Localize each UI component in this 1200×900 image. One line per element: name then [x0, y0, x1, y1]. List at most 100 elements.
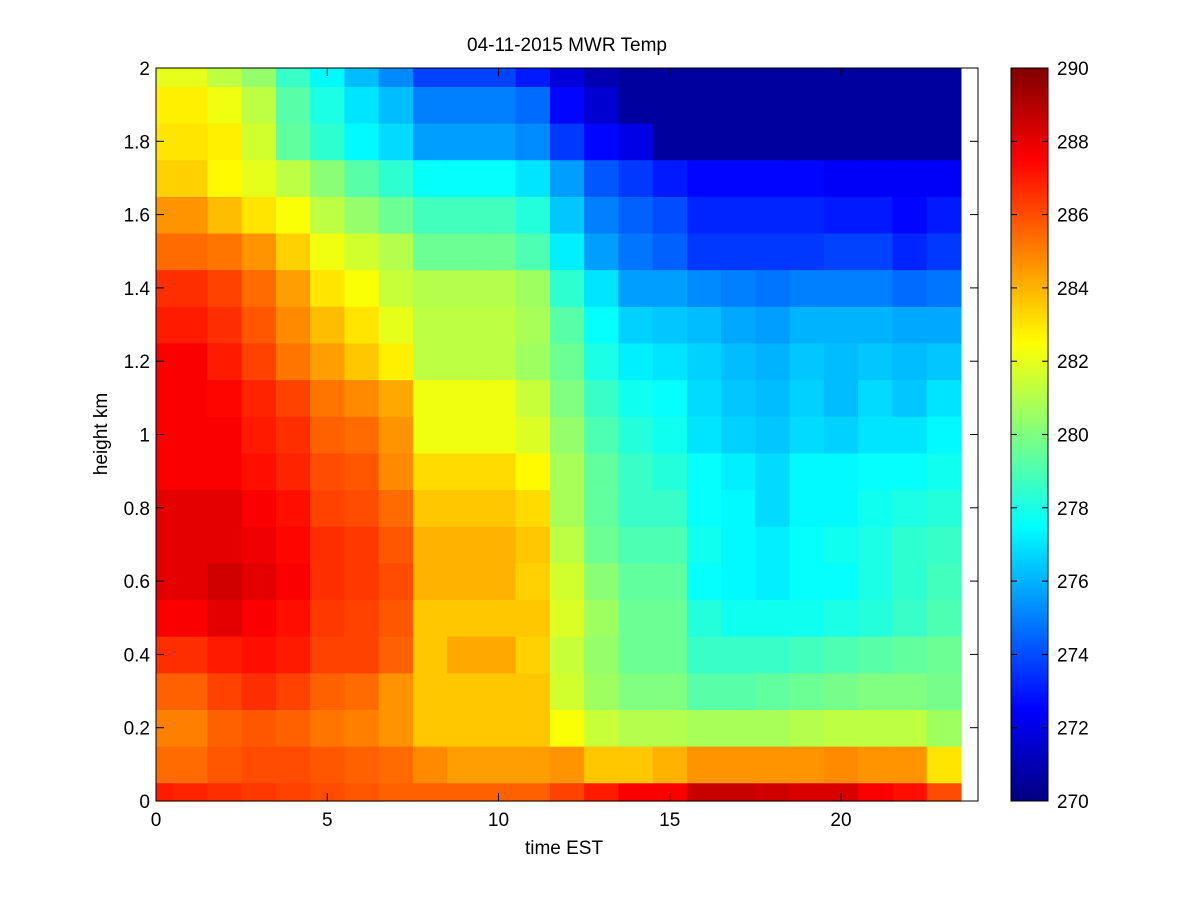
heatmap-cell [275, 636, 311, 674]
heatmap-cell [156, 122, 174, 161]
heatmap-cell [618, 672, 654, 710]
heatmap-cell [515, 379, 551, 417]
heatmap-cell [823, 526, 859, 564]
colorbar-tick-label: 278 [1057, 499, 1089, 520]
heatmap-cell [241, 342, 277, 381]
heatmap-cell [412, 416, 448, 454]
heatmap-cell [173, 672, 208, 710]
heatmap-cell [789, 269, 825, 307]
heatmap-cell [584, 232, 619, 271]
heatmap-cell [310, 782, 345, 802]
heatmap-cell [926, 122, 962, 161]
heatmap-cell [275, 489, 311, 527]
y-tick-label: 0.2 [124, 719, 150, 740]
heatmap-cell [686, 672, 722, 710]
heatmap-cell [858, 416, 893, 454]
heatmap-cell [686, 159, 722, 197]
heatmap-cell [515, 452, 551, 491]
heatmap-cell [241, 306, 277, 344]
heatmap-cell [156, 86, 174, 124]
heatmap-cell [378, 599, 414, 637]
heatmap-cell [926, 489, 962, 527]
heatmap-cell [686, 416, 722, 454]
heatmap-cell [173, 526, 208, 564]
heatmap-cell [823, 746, 859, 784]
heatmap-cell [344, 269, 380, 307]
heatmap-cell [618, 342, 654, 381]
heatmap-cell [789, 636, 825, 674]
heatmap-cell [789, 232, 825, 271]
heatmap-cell [515, 562, 551, 601]
heatmap-cell [241, 489, 277, 527]
heatmap-cell [378, 379, 414, 417]
heatmap-cell [652, 672, 688, 710]
heatmap-cell [686, 342, 722, 381]
heatmap-cell [481, 196, 517, 234]
heatmap-cell [823, 306, 859, 344]
heatmap-cell [241, 709, 277, 747]
heatmap-cell [241, 672, 277, 710]
heatmap-cell [207, 782, 243, 802]
heatmap-cell [892, 68, 928, 87]
heatmap-cell [618, 782, 654, 802]
heatmap-cell [823, 416, 859, 454]
heatmap-cell [344, 746, 380, 784]
heatmap-cell [173, 636, 208, 674]
heatmap-cell [686, 86, 722, 124]
heatmap-cell [618, 379, 654, 417]
heatmap-cell [310, 86, 345, 124]
heatmap-cell [156, 159, 174, 197]
heatmap-cell [823, 636, 859, 674]
heatmap-cell [926, 306, 962, 344]
heatmap-cell [926, 526, 962, 564]
heatmap-cell [156, 782, 174, 802]
heatmap-cell [310, 232, 345, 271]
heatmap-cell [686, 636, 722, 674]
heatmap-cell [721, 709, 756, 747]
heatmap-cell [549, 709, 585, 747]
heatmap-cell [789, 489, 825, 527]
heatmap-cell [156, 562, 174, 601]
heatmap-cell [515, 782, 551, 802]
heatmap-cell [584, 672, 619, 710]
heatmap-cell [515, 636, 551, 674]
heatmap-cell [275, 672, 311, 710]
heatmap-cell [241, 68, 277, 87]
heatmap-cell [892, 452, 928, 491]
heatmap-cell [207, 306, 243, 344]
heatmap-cell [156, 452, 174, 491]
heatmap-cell [412, 379, 448, 417]
heatmap-cell [686, 526, 722, 564]
heatmap-cell [584, 636, 619, 674]
heatmap-cell [310, 709, 345, 747]
heatmap-cell [686, 599, 722, 637]
heatmap-cell [275, 86, 311, 124]
heatmap-cell [789, 452, 825, 491]
heatmap-cell [789, 416, 825, 454]
heatmap-cell [584, 342, 619, 381]
x-tick-label: 5 [322, 810, 333, 831]
heatmap-cell [652, 86, 688, 124]
heatmap-cell [618, 746, 654, 784]
heatmap-cell [310, 452, 345, 491]
heatmap-cell [823, 782, 859, 802]
heatmap-cell [686, 269, 722, 307]
heatmap-cell [618, 636, 654, 674]
heatmap-cell [275, 709, 311, 747]
heatmap-cell [892, 636, 928, 674]
heatmap-cell [652, 636, 688, 674]
x-tick-label: 20 [830, 810, 851, 831]
heatmap-cell [207, 746, 243, 784]
heatmap-cell [481, 416, 517, 454]
heatmap-cell [618, 122, 654, 161]
heatmap-cell [549, 526, 585, 564]
colorbar-tick-label: 290 [1057, 59, 1089, 80]
heatmap-cell [481, 379, 517, 417]
heatmap-cell [721, 489, 756, 527]
heatmap-cell [721, 342, 756, 381]
heatmap-cell [378, 636, 414, 674]
heatmap-cell [584, 746, 619, 784]
heatmap-cell [207, 562, 243, 601]
colorbar-tick-label: 288 [1057, 132, 1089, 153]
heatmap-cell [686, 746, 722, 784]
